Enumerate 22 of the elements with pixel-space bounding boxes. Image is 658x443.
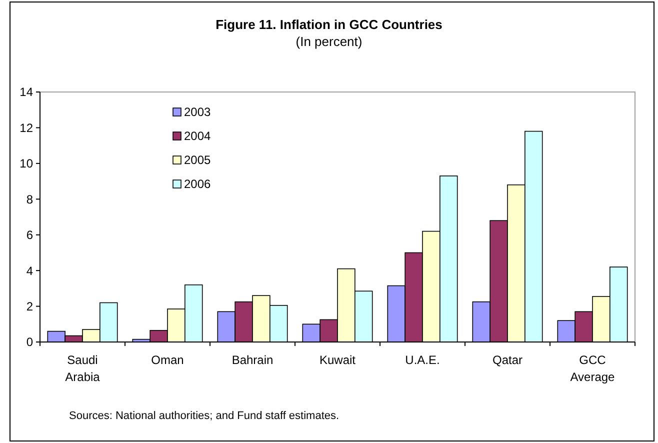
y-tick-label: 14 [20, 85, 34, 100]
legend-label: 2004 [184, 129, 212, 144]
y-tick-label: 4 [26, 264, 34, 278]
chart-title: Figure 11. Inflation in GCC Countries [216, 17, 442, 32]
legend-label: 2006 [184, 177, 212, 192]
y-tick-label: 12 [20, 120, 34, 135]
y-tick-label: 10 [20, 156, 34, 171]
y-tick-label: 0 [26, 335, 34, 350]
legend-label: 2005 [184, 153, 212, 168]
legend-label: 2003 [184, 105, 212, 120]
x-tick-label: U.A.E. [405, 353, 440, 367]
x-tick-label: GCC Average [570, 353, 616, 384]
x-tick-label: Bahrain [232, 353, 274, 367]
y-tick-label: 8 [26, 192, 34, 206]
chart-subtitle: (In percent) [296, 34, 362, 49]
x-tick-label: Qatar [492, 353, 523, 367]
y-tick-label: 6 [26, 228, 34, 242]
y-tick-label: 2 [26, 299, 34, 314]
x-tick-label: Kuwait [319, 353, 356, 367]
x-tick-label: Saudi Arabia [65, 353, 100, 384]
source-note: Sources: National authorities; and Fund staff estimates. [69, 410, 340, 422]
x-tick-label: Oman [151, 353, 184, 367]
